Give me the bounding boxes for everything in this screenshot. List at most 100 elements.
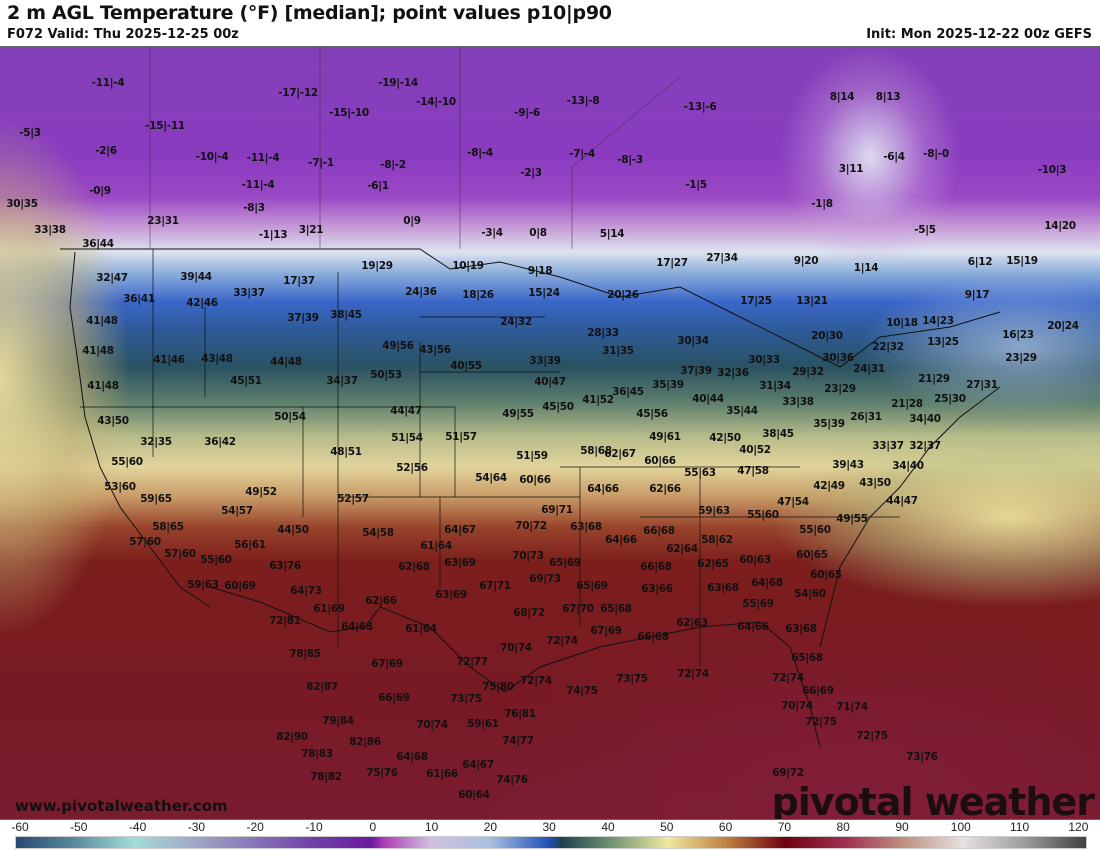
- point-value-label: 42|46: [186, 297, 218, 309]
- point-value-label: 55|60: [200, 554, 232, 566]
- point-value-label: 27|31: [966, 379, 998, 391]
- point-value-label: 1|14: [853, 262, 879, 274]
- point-value-label: 21|29: [918, 373, 950, 385]
- point-value-label: 39|44: [180, 271, 212, 283]
- point-value-label: -15|-10: [329, 107, 369, 119]
- point-value-label: 70|74: [781, 700, 813, 712]
- colorbar-tick-label: 110: [1010, 820, 1030, 834]
- point-value-label: 25|30: [934, 393, 966, 405]
- point-value-label: 55|60: [799, 524, 831, 536]
- point-value-label: -14|-10: [416, 96, 456, 108]
- point-value-label: 31|35: [602, 345, 634, 357]
- point-value-label: 51|57: [445, 431, 477, 443]
- point-value-label: 54|64: [475, 472, 507, 484]
- point-value-label: 36|42: [204, 436, 236, 448]
- point-value-label: 3|21: [298, 224, 324, 236]
- point-value-label: 78|85: [289, 648, 321, 660]
- point-value-label: 47|58: [737, 465, 769, 477]
- colorbar-tick-label: 70: [777, 820, 792, 834]
- point-value-label: 36|45: [612, 386, 644, 398]
- point-value-label: 64|67: [462, 759, 494, 771]
- point-value-label: 17|27: [656, 257, 688, 269]
- point-value-label: 37|39: [680, 365, 712, 377]
- point-value-label: 35|44: [726, 405, 758, 417]
- point-value-label: 60|63: [739, 554, 771, 566]
- point-value-label: 71|74: [836, 701, 868, 713]
- point-value-label: 59|61: [467, 718, 499, 730]
- point-value-label: 63|69: [435, 589, 467, 601]
- point-value-label: 59|63: [698, 505, 730, 517]
- point-value-label: 61|66: [426, 768, 458, 780]
- point-value-label: 10|18: [886, 317, 918, 329]
- point-value-label: 27|34: [706, 252, 738, 264]
- point-value-label: 45|56: [636, 408, 668, 420]
- colorbar-tick-label: 80: [836, 820, 850, 834]
- ocean-south-shading: [0, 47, 1100, 819]
- point-value-label: 30|34: [677, 335, 709, 347]
- point-value-label: 76|81: [504, 708, 536, 720]
- point-value-label: 50|54: [274, 411, 306, 423]
- point-value-label: -7|-4: [569, 148, 595, 160]
- point-value-label: 64|66: [587, 483, 619, 495]
- colorbar-tick-label: 30: [542, 820, 556, 834]
- point-value-label: 33|37: [872, 440, 904, 452]
- point-value-label: 5|14: [599, 228, 625, 240]
- point-value-label: 19|29: [361, 260, 393, 272]
- point-value-label: 66|68: [643, 525, 675, 537]
- point-value-label: 17|25: [740, 295, 772, 307]
- point-value-label: 62|63: [676, 617, 708, 629]
- point-value-label: 29|32: [792, 366, 824, 378]
- colorbar-tick-label: 120: [1068, 820, 1089, 834]
- point-value-label: 60|64: [458, 789, 490, 801]
- point-value-label: -19|-14: [378, 77, 418, 89]
- point-value-label: -10|3: [1037, 164, 1067, 176]
- point-value-label: 40|47: [534, 376, 566, 388]
- colorbar-tick-label: 40: [601, 820, 615, 834]
- point-value-label: 49|55: [836, 513, 868, 525]
- point-value-label: -8|-4: [467, 147, 493, 159]
- point-value-label: 49|52: [245, 486, 277, 498]
- colorbar-tick-label: 90: [895, 820, 909, 834]
- point-value-label: 56|61: [234, 539, 266, 551]
- point-value-label: 32|37: [909, 440, 941, 452]
- point-value-label: 70|73: [512, 550, 544, 562]
- point-value-label: 65|68: [791, 652, 823, 664]
- point-value-label: 44|47: [390, 405, 422, 417]
- colorbar-tick-label: -30: [187, 820, 206, 834]
- point-value-label: -8|-2: [380, 159, 406, 171]
- point-value-label: 55|60: [111, 456, 143, 468]
- point-value-label: 58|68: [580, 445, 612, 457]
- point-value-label: 61|69: [313, 603, 345, 615]
- point-value-label: 72|81: [269, 615, 301, 627]
- us-canada-border: [60, 248, 1001, 368]
- point-value-label: -6|4: [883, 151, 905, 163]
- point-value-label: 54|58: [362, 527, 394, 539]
- colorbar-tick-label: 10: [424, 820, 439, 834]
- point-value-label: -6|1: [367, 180, 389, 192]
- point-value-label: 64|68: [396, 751, 428, 763]
- point-value-label: 60|65: [796, 549, 828, 561]
- point-value-label: 35|39: [652, 379, 684, 391]
- point-value-label: 38|45: [330, 309, 362, 321]
- colorbar-tick-label: 60: [718, 820, 733, 834]
- point-value-label: 61|64: [405, 623, 437, 635]
- point-value-label: 15|19: [1006, 255, 1038, 267]
- point-value-label: 43|50: [859, 477, 891, 489]
- point-value-label: 82|90: [276, 731, 308, 743]
- point-value-label: -2|6: [95, 145, 117, 157]
- point-value-label: -3|4: [481, 227, 503, 239]
- point-value-label: 64|66: [605, 534, 637, 546]
- point-value-label: 20|24: [1047, 320, 1079, 332]
- point-value-label: 59|65: [140, 493, 172, 505]
- point-value-label: 31|34: [759, 380, 791, 392]
- point-value-label: 67|71: [479, 580, 511, 592]
- point-value-label: 30|35: [6, 198, 38, 210]
- point-value-label: 57|60: [129, 536, 161, 548]
- colorbar-tick-label: -50: [70, 820, 88, 834]
- point-value-label: -1|5: [685, 179, 707, 191]
- point-value-label: 72|74: [677, 668, 709, 680]
- point-value-label: 36|41: [123, 293, 155, 305]
- point-value-label: 62|68: [398, 561, 430, 573]
- colorbar-tick-label: -40: [128, 820, 147, 834]
- point-value-label: 47|54: [777, 496, 809, 508]
